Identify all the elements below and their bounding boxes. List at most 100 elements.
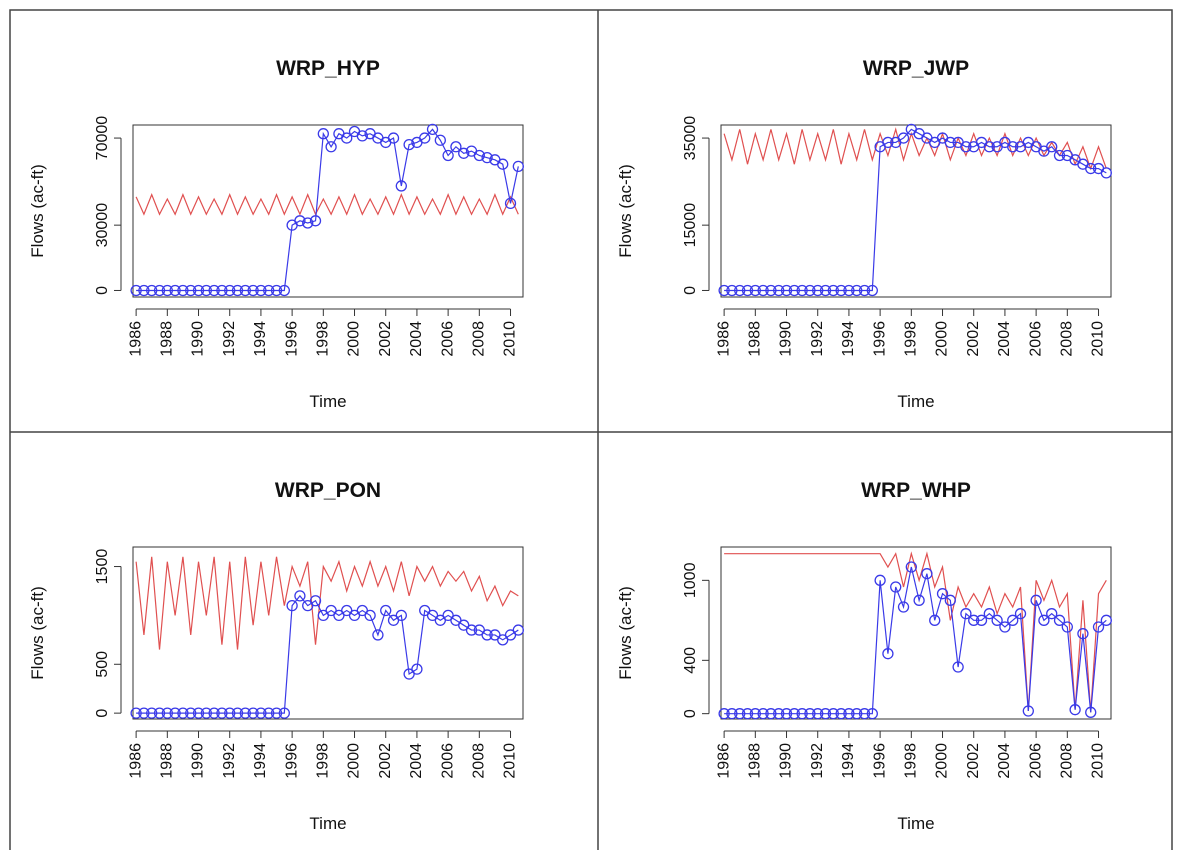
data-point <box>216 284 228 297</box>
data-point <box>804 708 816 720</box>
data-point <box>734 284 746 297</box>
data-point <box>1046 608 1058 620</box>
data-point <box>317 128 329 140</box>
data-point <box>309 215 322 227</box>
data-point <box>458 147 470 159</box>
data-point <box>255 284 267 297</box>
x-tick-label: 2000 <box>346 743 363 779</box>
data-point <box>387 132 400 144</box>
x-tick-label: 2000 <box>934 743 951 779</box>
x-axis-label: Time <box>897 814 934 833</box>
data-point <box>278 284 290 297</box>
x-tick-label: 1986 <box>127 321 144 357</box>
x-axis-label: Time <box>309 392 346 411</box>
x-tick-label: 1988 <box>159 743 176 779</box>
x-tick-label: 2010 <box>502 321 519 357</box>
x-tick-label: 1990 <box>190 743 207 779</box>
data-point <box>851 708 863 720</box>
chart-title: WRP_PON <box>275 479 381 502</box>
data-point <box>130 707 142 719</box>
data-point <box>481 152 493 164</box>
x-tick-label: 1998 <box>315 321 332 357</box>
data-point <box>991 614 1003 626</box>
data-point <box>231 284 244 297</box>
y-tick-label: 0 <box>94 286 111 295</box>
data-point <box>411 663 423 675</box>
data-point <box>999 621 1011 633</box>
data-point <box>200 284 212 297</box>
y-axis-label: Flows (ac-ft) <box>28 164 47 258</box>
data-point <box>866 284 878 297</box>
x-tick-label: 2008 <box>1059 743 1076 779</box>
x-tick-label: 1988 <box>159 321 176 357</box>
x-tick-label: 2004 <box>996 743 1013 779</box>
x-tick-label: 2000 <box>346 321 363 357</box>
data-point <box>294 215 306 227</box>
x-tick-label: 2008 <box>1059 321 1076 357</box>
x-tick-label: 2006 <box>439 743 456 779</box>
data-point <box>944 594 956 606</box>
data-point <box>1046 141 1058 153</box>
data-point <box>905 561 917 573</box>
data-point <box>765 284 777 297</box>
data-point <box>1038 614 1050 626</box>
x-tick-label: 2006 <box>1027 321 1044 357</box>
x-tick-label: 2010 <box>502 743 519 779</box>
x-tick-label: 1998 <box>903 321 920 357</box>
data-point <box>788 708 800 720</box>
data-point <box>960 141 972 153</box>
data-point <box>208 284 220 297</box>
series-line <box>724 551 1107 713</box>
x-tick-label: 2002 <box>965 743 982 779</box>
data-point <box>1092 621 1105 633</box>
chart-title: WRP_HYP <box>276 57 380 80</box>
x-tick-label: 2010 <box>1090 743 1107 779</box>
data-point <box>403 138 415 151</box>
data-point <box>819 284 832 297</box>
data-point <box>897 601 910 613</box>
series-line <box>723 127 1107 171</box>
y-tick-label: 0 <box>682 709 699 718</box>
data-point <box>952 661 964 673</box>
data-point <box>161 707 173 719</box>
data-point <box>325 141 337 153</box>
x-tick-label: 2010 <box>1090 321 1107 357</box>
data-point <box>796 284 808 297</box>
data-point <box>843 284 855 297</box>
data-point <box>255 707 267 719</box>
data-point <box>247 707 259 719</box>
data-point <box>426 123 439 136</box>
frame <box>9 9 1173 850</box>
x-tick-label: 1992 <box>809 321 826 357</box>
x-tick-label: 1986 <box>715 743 732 779</box>
x-tick-label: 1994 <box>840 321 857 357</box>
data-point <box>309 595 322 607</box>
data-point <box>130 284 142 297</box>
y-tick-label: 400 <box>682 647 699 674</box>
data-point <box>741 708 754 720</box>
y-tick-label: 500 <box>94 651 111 678</box>
data-point <box>812 708 824 720</box>
y-axis-label: Flows (ac-ft) <box>616 164 635 258</box>
data-point <box>395 180 407 192</box>
series-line <box>135 556 519 650</box>
data-point <box>263 707 275 719</box>
data-point <box>1007 614 1019 626</box>
data-point <box>1061 621 1073 633</box>
data-point <box>481 629 493 641</box>
data-point <box>1014 608 1027 620</box>
data-point <box>434 134 446 146</box>
data-point <box>1100 167 1112 179</box>
data-point <box>718 284 730 297</box>
data-point <box>882 648 894 660</box>
data-point <box>153 707 166 719</box>
x-tick-label: 2002 <box>377 743 394 779</box>
data-point <box>843 708 855 720</box>
data-point <box>380 604 392 617</box>
data-point <box>364 609 376 622</box>
data-point <box>858 284 871 297</box>
x-tick-label: 1996 <box>871 743 888 779</box>
data-point <box>897 132 910 144</box>
data-point <box>1053 614 1066 626</box>
data-point <box>1007 141 1019 153</box>
